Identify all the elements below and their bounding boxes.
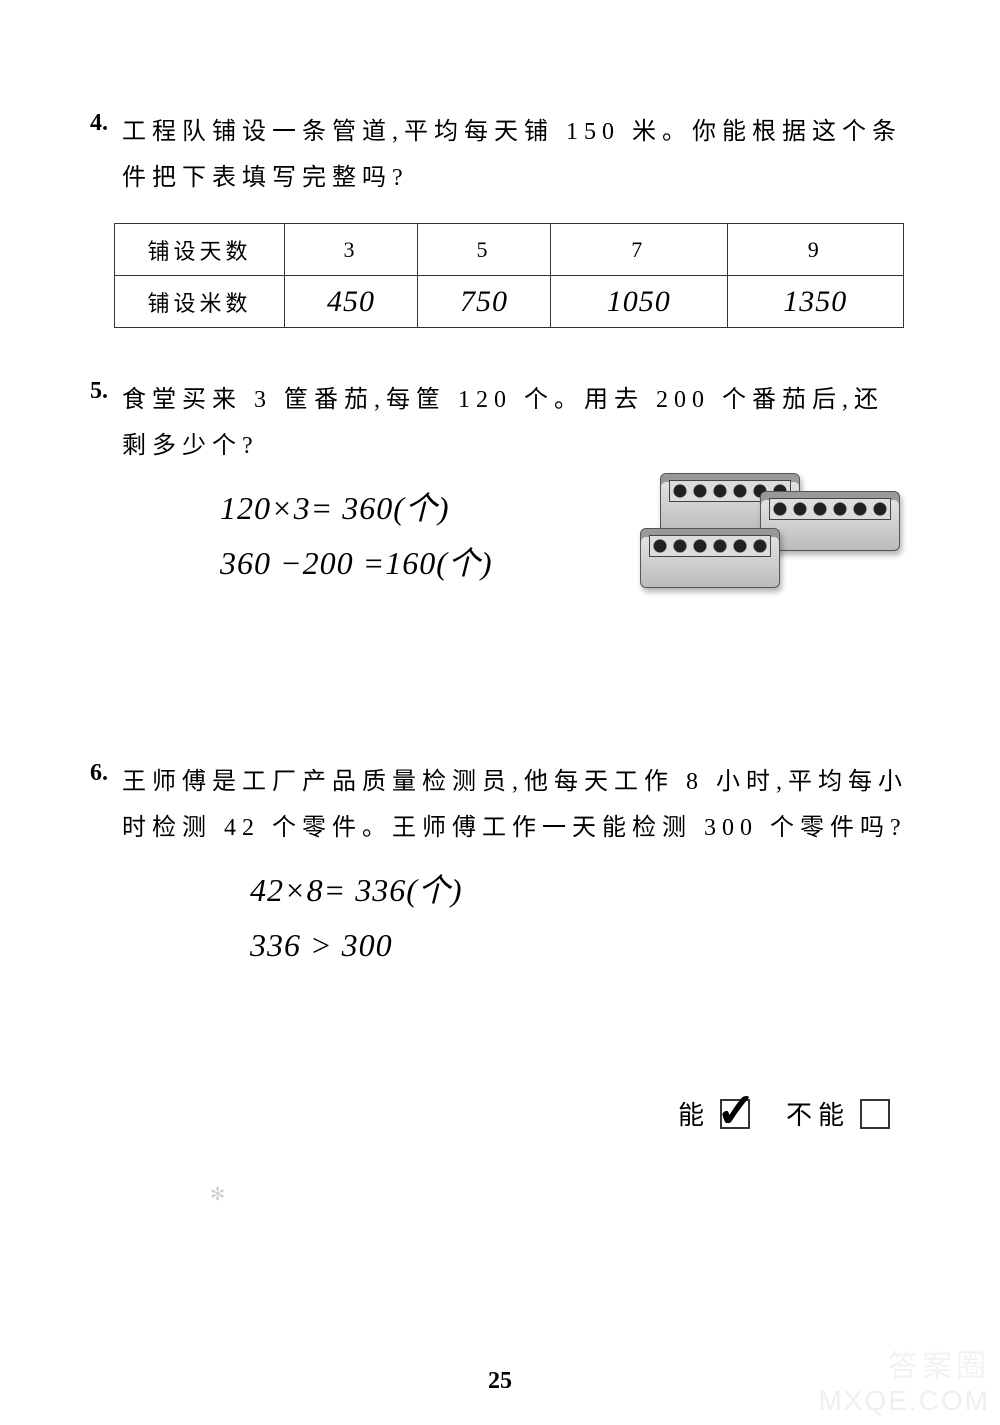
problem-5-text: 食堂买来 3 筐番茄,每筐 120 个。用去 200 个番茄后,还剩多少个? [122, 378, 910, 469]
table-row: 铺设米数 450 750 1050 1350 [115, 276, 904, 328]
problem-6-text: 王师傅是工厂产品质量检测员,他每天工作 8 小时,平均每小时检测 42 个零件。… [122, 760, 910, 851]
days-cell: 7 [551, 224, 727, 276]
days-cell: 3 [285, 224, 418, 276]
checkbox-yes[interactable]: ✓ [720, 1099, 750, 1129]
problem-6-header: 6. 王师傅是工厂产品质量检测员,他每天工作 8 小时,平均每小时检测 42 个… [90, 760, 910, 851]
problem-5: 5. 食堂买来 3 筐番茄,每筐 120 个。用去 200 个番茄后,还剩多少个… [90, 378, 910, 590]
work-line: 42×8= 336(个) [250, 863, 910, 917]
problem-5-number: 5. [90, 378, 114, 405]
choice-no-label: 不能 [786, 1095, 850, 1132]
work-line: 336 > 300 [250, 918, 910, 972]
row-label-meters: 铺设米数 [115, 276, 285, 328]
row-label-days: 铺设天数 [115, 224, 285, 276]
choice-yes-label: 能 [678, 1095, 710, 1132]
watermark-en: MXQE.COM [818, 1385, 990, 1417]
faint-mark: ✻ [210, 1184, 225, 1205]
answer-cell: 1050 [551, 276, 727, 328]
checkbox-no[interactable] [860, 1099, 890, 1129]
problem-5-header: 5. 食堂买来 3 筐番茄,每筐 120 个。用去 200 个番茄后,还剩多少个… [90, 378, 910, 469]
days-cell: 5 [418, 224, 551, 276]
problem-6-work: 42×8= 336(个) 336 > 300 [250, 863, 910, 972]
problem-4-header: 4. 工程队铺设一条管道,平均每天铺 150 米。你能根据这个条件把下表填写完整… [90, 110, 910, 201]
checkmark-icon: ✓ [716, 1083, 762, 1139]
problem-6-number: 6. [90, 760, 114, 787]
days-cell: 9 [727, 224, 904, 276]
answer-cell: 1350 [727, 276, 904, 328]
problem-4-table: 铺设天数 3 5 7 9 铺设米数 450 750 1050 1350 [114, 223, 904, 328]
problem-4: 4. 工程队铺设一条管道,平均每天铺 150 米。你能根据这个条件把下表填写完整… [90, 110, 910, 328]
problem-4-number: 4. [90, 110, 114, 137]
watermark-cn: 答案圈 [888, 1341, 990, 1385]
tomato-baskets-image [640, 473, 900, 623]
table-row: 铺设天数 3 5 7 9 [115, 224, 904, 276]
answer-cell: 750 [418, 276, 551, 328]
choice-row: 能 ✓ 不能 [678, 1095, 890, 1132]
problem-4-text: 工程队铺设一条管道,平均每天铺 150 米。你能根据这个条件把下表填写完整吗? [122, 110, 910, 201]
problem-6: 6. 王师傅是工厂产品质量检测员,他每天工作 8 小时,平均每小时检测 42 个… [90, 760, 910, 972]
answer-cell: 450 [285, 276, 418, 328]
